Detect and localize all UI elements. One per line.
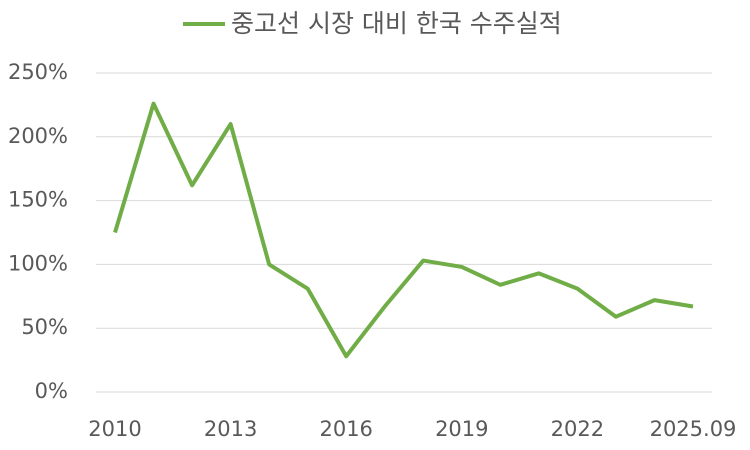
x-tick-label: 2019	[435, 417, 488, 441]
y-tick-label: 250%	[8, 60, 68, 84]
y-tick-label: 150%	[8, 188, 68, 212]
x-tick-label: 2022	[551, 417, 604, 441]
y-tick-label: 100%	[8, 251, 68, 275]
x-tick-label: 2013	[204, 417, 257, 441]
y-tick-label: 0%	[35, 379, 68, 403]
x-tick-label: 2025.09	[650, 417, 737, 441]
y-tick-label: 200%	[8, 124, 68, 148]
data-line	[113, 101, 694, 359]
x-tick-label: 2010	[88, 417, 141, 441]
y-tick-label: 50%	[21, 315, 68, 339]
legend-label: 중고선 시장 대비 한국 수주실적	[231, 9, 562, 38]
x-tick-label: 2016	[319, 417, 372, 441]
